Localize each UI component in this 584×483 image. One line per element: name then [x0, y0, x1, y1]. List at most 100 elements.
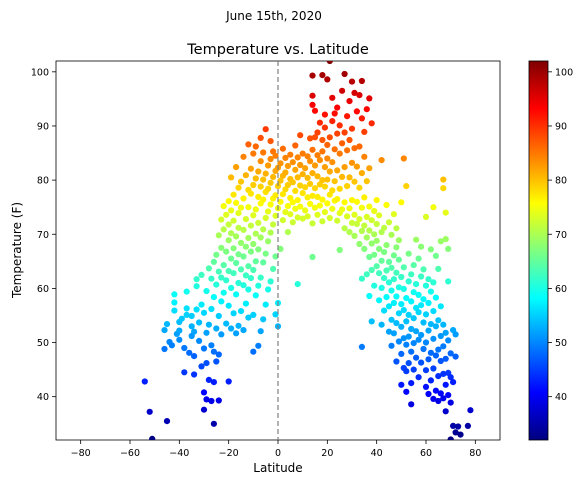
scatter-point	[351, 145, 358, 152]
scatter-point	[336, 185, 343, 192]
scatter-point	[361, 128, 368, 135]
scatter-point	[282, 154, 289, 161]
scatter-point	[270, 265, 277, 272]
scatter-point	[309, 146, 316, 153]
scatter-point	[247, 275, 254, 282]
scatter-point	[339, 206, 346, 213]
scatter-point	[388, 316, 395, 323]
scatter-point	[168, 342, 175, 349]
scatter-point	[329, 118, 336, 125]
scatter-point	[307, 180, 314, 187]
scatter-point	[260, 176, 267, 183]
scatter-point	[467, 407, 474, 414]
scatter-point	[361, 153, 368, 160]
scatter-point	[294, 281, 301, 288]
scatter-point	[277, 198, 284, 205]
scatter-point	[257, 234, 264, 241]
scatter-point	[373, 197, 380, 204]
scatter-point	[237, 266, 245, 273]
scatter-point	[400, 155, 407, 162]
scatter-point	[405, 333, 412, 340]
scatter-point	[336, 122, 343, 129]
scatter-point	[257, 328, 264, 335]
scatter-point	[395, 338, 402, 345]
scatter-point	[267, 229, 274, 236]
scatter-point	[356, 92, 363, 99]
scatter-point	[361, 245, 368, 252]
scatter-point	[171, 291, 178, 298]
scatter-point	[270, 221, 277, 228]
scatter-point	[447, 374, 454, 381]
scatter-point	[400, 307, 407, 314]
scatter-point	[191, 328, 198, 335]
scatter-point	[233, 233, 240, 240]
scatter-point	[408, 348, 415, 355]
scatter-point	[393, 244, 400, 251]
scatter-point	[371, 207, 378, 215]
scatter-point	[272, 253, 279, 260]
scatter-point	[418, 302, 425, 309]
scatter-point	[425, 327, 432, 334]
scatter-point	[445, 278, 452, 285]
scatter-point	[403, 341, 410, 348]
scatter-point	[141, 378, 148, 385]
scatter-point	[388, 287, 395, 294]
scatter-point	[324, 155, 331, 162]
scatter-point	[373, 220, 380, 228]
scatter-point	[376, 212, 383, 219]
x-tick-label: 20	[321, 448, 333, 459]
scatter-point	[388, 342, 395, 349]
colorbar-tick-label: 100	[555, 67, 573, 78]
scatter-point	[341, 129, 348, 136]
scatter-point	[171, 307, 178, 314]
x-tick-label: 60	[420, 448, 432, 459]
scatter-point	[218, 298, 225, 305]
scatter-point	[381, 249, 388, 256]
scatter-point	[422, 213, 430, 220]
scatter-point	[356, 184, 363, 191]
scatter-point	[309, 101, 316, 108]
scatter-point	[225, 198, 232, 205]
scatter-point	[240, 327, 247, 334]
scatter-point	[304, 174, 311, 181]
scatter-point	[324, 176, 331, 183]
scatter-point	[351, 211, 358, 218]
scatter-point	[425, 299, 432, 307]
scatter-point	[420, 345, 427, 353]
scatter-point	[228, 325, 235, 332]
scatter-point	[270, 173, 277, 180]
scatter-point	[393, 269, 400, 276]
scatter-point	[237, 204, 245, 211]
scatter-point	[321, 124, 328, 131]
scatter-point	[292, 142, 299, 149]
scatter-point	[302, 165, 309, 172]
scatter-point	[233, 259, 240, 267]
scatter-point	[245, 263, 252, 270]
scatter-point	[353, 163, 360, 170]
scatter-point	[228, 284, 235, 291]
scatter-point	[203, 396, 210, 403]
scatter-point	[390, 276, 397, 283]
scatter-point	[334, 196, 341, 203]
y-tick-label: 80	[37, 176, 49, 187]
scatter-point	[430, 395, 437, 402]
scatter-point	[220, 262, 227, 269]
scatter-point	[215, 312, 222, 320]
scatter-point	[353, 220, 360, 228]
scatter-point	[366, 165, 373, 172]
scatter-point	[376, 297, 383, 304]
scatter-point	[316, 202, 323, 209]
scatter-point	[371, 231, 378, 238]
scatter-point	[435, 265, 442, 272]
scatter-point	[435, 397, 442, 405]
scatter-point	[334, 130, 341, 137]
scatter-point	[181, 344, 188, 352]
scatter-point	[415, 374, 422, 381]
scatter-point	[309, 170, 316, 177]
scatter-point	[383, 242, 390, 249]
scatter-point	[366, 292, 373, 300]
scatter-point	[299, 150, 306, 157]
scatter-point	[331, 178, 338, 185]
scatter-point	[257, 134, 264, 141]
